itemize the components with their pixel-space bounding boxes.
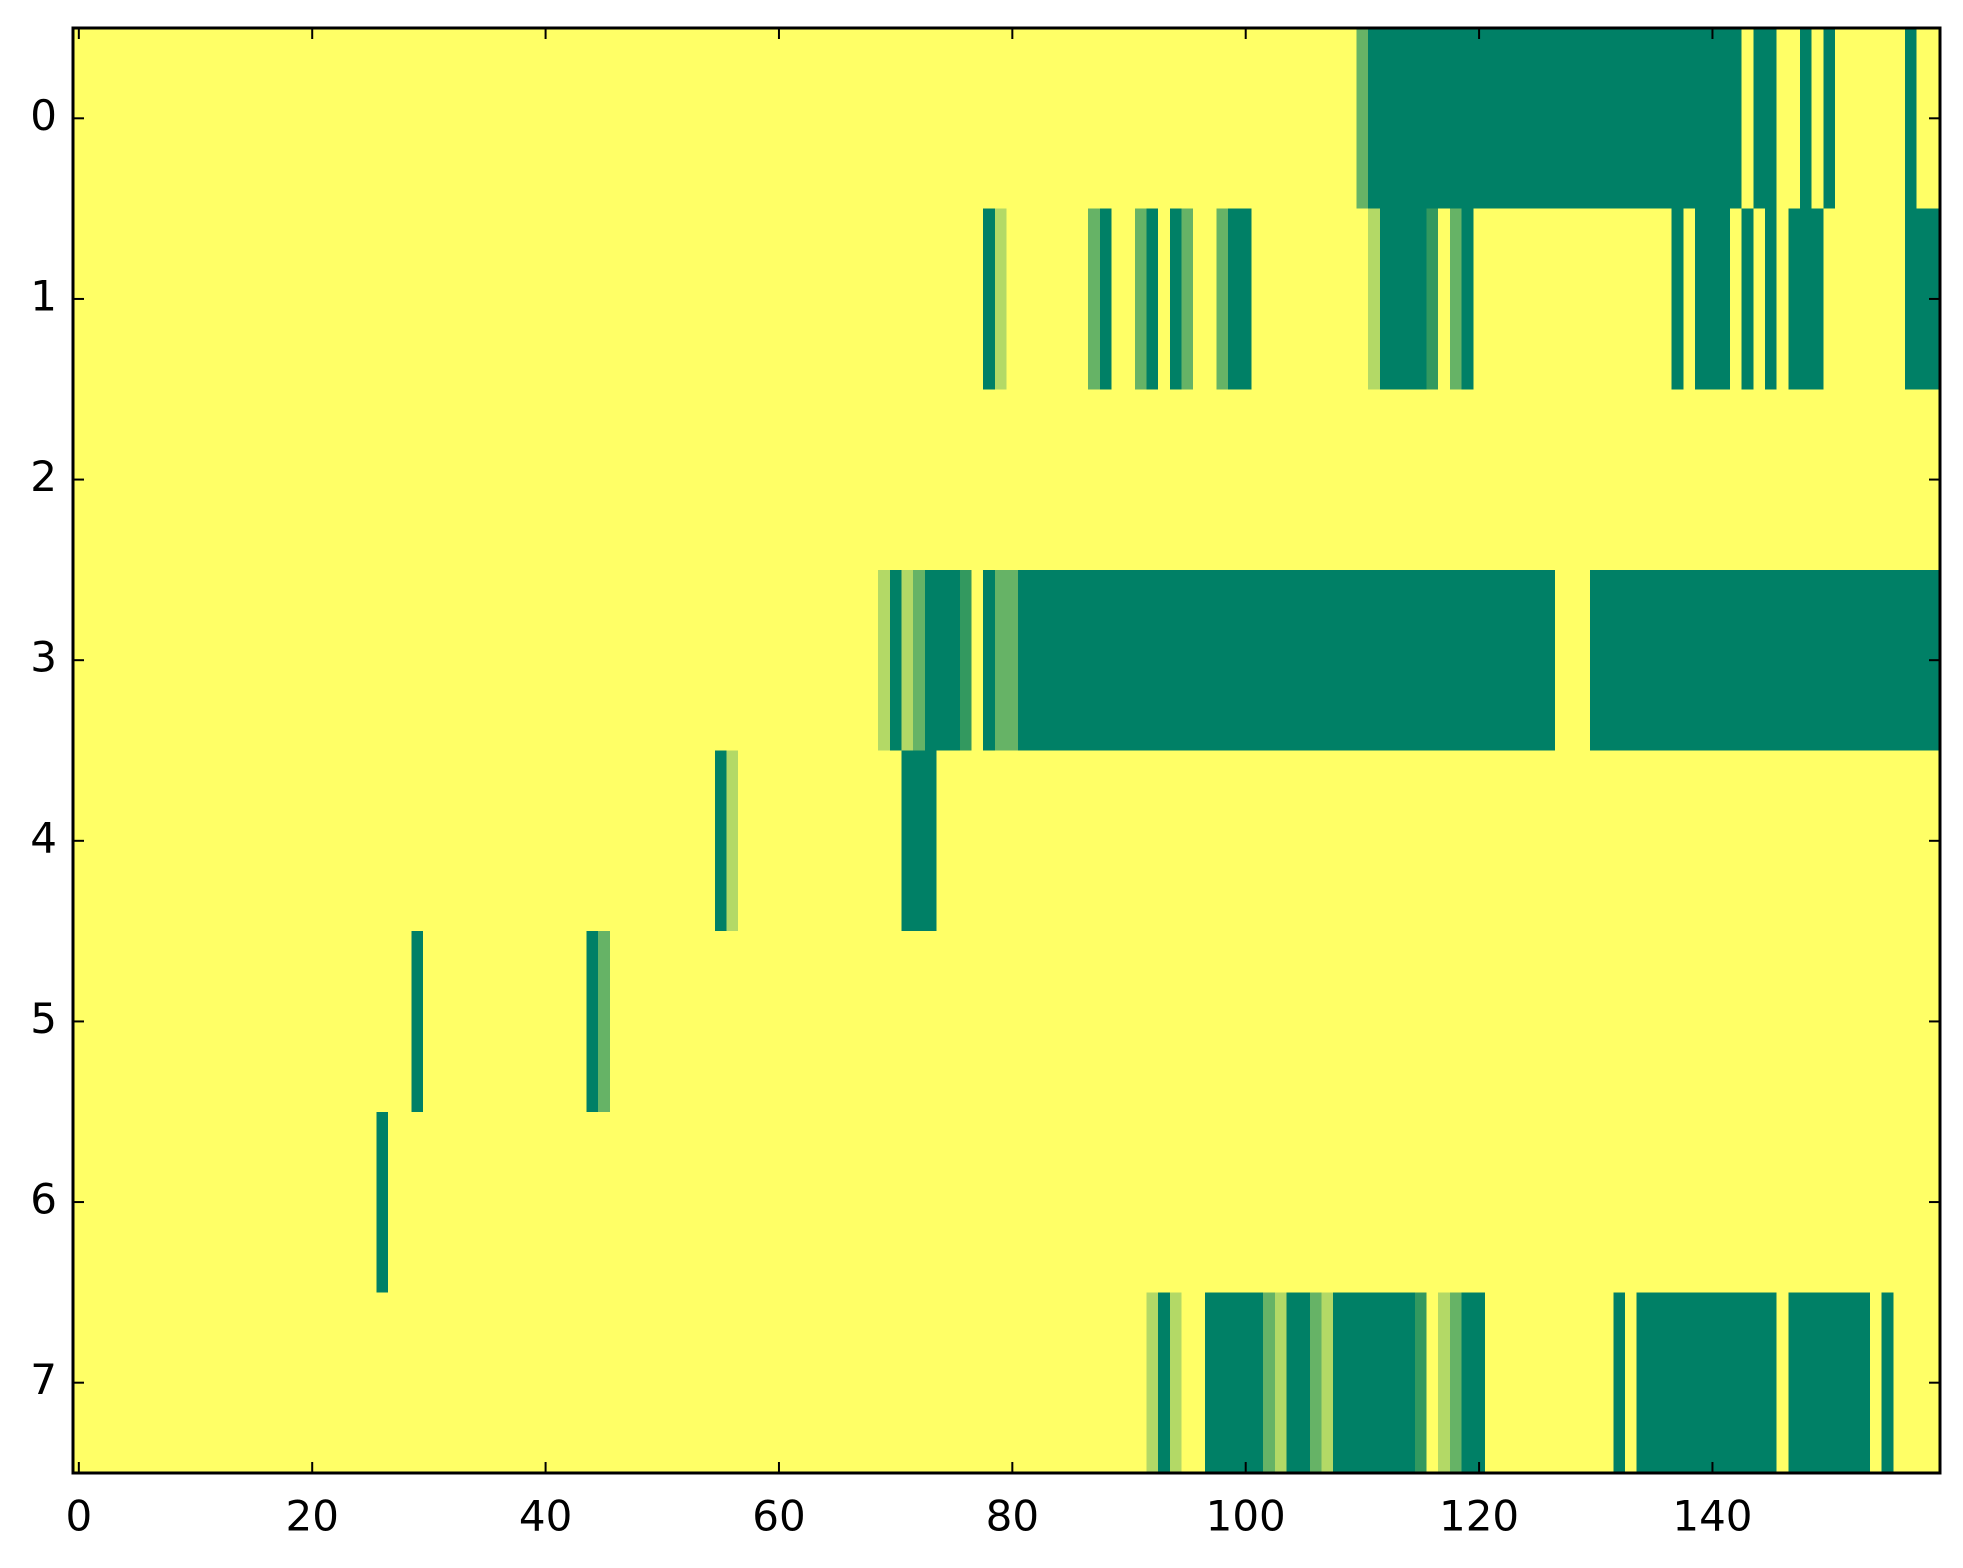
heatmap-cell	[1158, 1292, 1170, 1473]
heatmap-cell	[1333, 1292, 1415, 1473]
heatmap-cell	[1181, 208, 1194, 390]
heatmap-cell	[1099, 208, 1112, 390]
heatmap-cell	[878, 569, 890, 751]
x-tick-label: 40	[519, 1492, 572, 1541]
heatmap-cell	[983, 569, 995, 751]
heatmap-cell	[924, 750, 937, 932]
heatmap-cell	[1881, 1292, 1894, 1473]
heatmap-cell	[411, 931, 424, 1112]
heatmap-cell	[1216, 208, 1229, 390]
heatmap-cell	[1438, 1292, 1450, 1473]
heatmap-cell	[1263, 1292, 1275, 1473]
heatmap-cell	[1169, 1292, 1182, 1473]
heatmap-cell	[994, 208, 1007, 390]
heatmap-cell	[1741, 208, 1754, 390]
heatmap-cell	[959, 569, 972, 751]
plot-frame	[71, 26, 1942, 1475]
heatmap-cell	[913, 750, 925, 932]
x-tick-label: 0	[65, 1492, 92, 1541]
heatmap-cell	[901, 569, 914, 751]
heatmap-cell	[1764, 208, 1777, 390]
heatmap-cell	[1309, 1292, 1322, 1473]
x-tick-label: 100	[1206, 1492, 1286, 1541]
heatmap-cell	[1636, 1292, 1777, 1473]
x-tick-label: 60	[752, 1492, 805, 1541]
heatmap-cell	[376, 1111, 389, 1293]
heatmap-cell	[1368, 28, 1742, 209]
y-tick-label: 5	[30, 994, 57, 1043]
heatmap-cells	[73, 28, 1940, 1473]
x-tick-label: 120	[1439, 1492, 1519, 1541]
heatmap-cell	[901, 750, 914, 932]
y-tick-label: 1	[30, 271, 57, 320]
heatmap-cell	[714, 750, 727, 932]
heatmap-cell	[1461, 1292, 1485, 1473]
heatmap-cell	[1379, 208, 1427, 390]
heatmap-cell	[726, 750, 739, 932]
y-tick-label: 7	[30, 1355, 57, 1404]
heatmap-cell	[1449, 208, 1462, 390]
y-tick-label: 0	[30, 91, 57, 140]
heatmap-cell	[1204, 1292, 1264, 1473]
heatmap-cell	[1146, 1292, 1159, 1473]
heatmap-cell	[1694, 208, 1730, 390]
heatmap-cell	[983, 208, 995, 390]
heatmap-cell	[1461, 208, 1474, 390]
heatmap-cell	[1799, 28, 1812, 209]
heatmap-cell	[1169, 208, 1182, 390]
heatmap-cell	[1228, 208, 1252, 390]
x-tick-label: 20	[285, 1492, 338, 1541]
axis-ticks: 0 20 40 60 80 100 120 140 0 1 2 3 4 5 6 7	[30, 28, 1940, 1541]
y-tick-label: 4	[30, 813, 57, 862]
heatmap-cell	[1368, 208, 1380, 390]
heatmap-cell	[1788, 1292, 1870, 1473]
heatmap-cell	[1018, 569, 1555, 751]
heatmap-cell	[1823, 28, 1835, 209]
heatmap-cell	[1146, 208, 1159, 390]
heatmap-cell	[889, 569, 902, 751]
x-tick-label: 80	[986, 1492, 1039, 1541]
heatmap-cell	[1449, 1292, 1462, 1473]
y-tick-label: 3	[30, 633, 57, 682]
heatmap-cell	[1613, 1292, 1625, 1473]
heatmap-cell	[1356, 28, 1369, 209]
y-tick-label: 2	[30, 452, 57, 501]
heatmap-cell	[586, 931, 599, 1112]
x-tick-label: 140	[1672, 1492, 1752, 1541]
heatmap-cell	[1286, 1292, 1310, 1473]
heatmap-cell	[598, 931, 610, 1112]
heatmap-cell	[1426, 208, 1439, 390]
heatmap-cell	[924, 569, 960, 751]
heatmap-cell	[1589, 569, 1940, 751]
heatmap-cell	[1904, 28, 1917, 209]
heatmap-cell	[1321, 1292, 1334, 1473]
y-tick-label: 6	[30, 1175, 57, 1224]
heatmap-cell	[1274, 1292, 1287, 1473]
heatmap-cell	[913, 569, 925, 751]
heatmap-cell	[1134, 208, 1147, 390]
heatmap-cell	[1788, 208, 1824, 390]
heatmap-cell	[1671, 208, 1684, 390]
heatmap-cell	[1088, 208, 1100, 390]
heatmap-cell	[994, 569, 1019, 751]
heatmap-cell	[1753, 28, 1777, 209]
heatmap-cell	[1414, 1292, 1427, 1473]
